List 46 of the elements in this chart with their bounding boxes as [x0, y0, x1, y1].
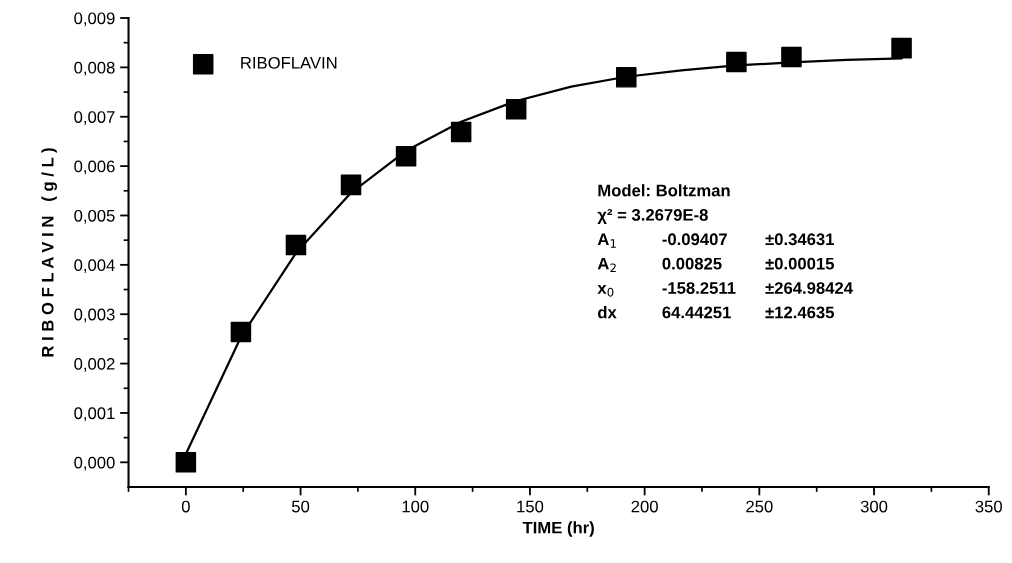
annotation: ±0.00015 — [765, 257, 834, 270]
annotation: ±12.4635 — [765, 306, 834, 319]
y-tick-label: 0,000 — [74, 456, 115, 471]
point — [505, 99, 527, 120]
y-tick-label: 0,001 — [74, 407, 115, 422]
x-tick-label: 350 — [975, 500, 1002, 513]
annotation: -0.09407 — [662, 233, 727, 246]
point — [450, 121, 472, 143]
annotation: 64.44251 — [662, 306, 731, 319]
y-tick-label: 0,008 — [74, 61, 115, 76]
annotation: x$_{0}$ — [597, 284, 614, 297]
annotation: ±264.98424 — [765, 282, 853, 294]
point — [285, 234, 307, 256]
point — [726, 51, 747, 73]
point — [340, 174, 362, 196]
annotation: dx — [598, 306, 617, 319]
y-tick-label: 0,004 — [74, 259, 115, 274]
annotation: -158.2511 — [662, 282, 736, 294]
x-tick-label: 50 — [291, 500, 310, 513]
x-tick-label: 0 — [181, 500, 190, 513]
annotation: Model: Boltzman — [598, 184, 730, 197]
x-tick-label: 250 — [746, 500, 773, 513]
x-tick-label: 300 — [860, 500, 888, 513]
y-tick-label: 0,007 — [74, 111, 115, 125]
y-axis-title: R I B O F L A V I N ( g / L ) — [41, 148, 57, 357]
annotation: 0.00825 — [662, 257, 722, 270]
y-tick-label: 0,006 — [74, 160, 115, 175]
annotation: A$_{2}$ — [597, 257, 616, 273]
y-tick-label: 0,003 — [74, 308, 115, 323]
y-tick-label: 0,005 — [74, 209, 115, 224]
point — [781, 46, 802, 68]
x-axis-title: TIME (hr) — [522, 521, 594, 537]
y-tick-label: 0,002 — [74, 357, 115, 372]
point — [230, 321, 252, 343]
annotation: ±0.34631 — [765, 233, 834, 246]
annotation: χ² = 3.2679E-8 — [597, 208, 708, 225]
legend-label: RIBOFLAVIN — [241, 56, 337, 69]
y-tick-label: 0,009 — [74, 12, 115, 27]
x-tick-label: 200 — [631, 500, 658, 513]
x-tick-label: 150 — [517, 500, 544, 513]
point — [395, 145, 417, 167]
point — [616, 66, 637, 88]
point — [175, 452, 197, 473]
point — [891, 37, 912, 59]
annotation: A$_{1}$ — [597, 233, 616, 248]
x-tick-label: 100 — [402, 500, 429, 513]
